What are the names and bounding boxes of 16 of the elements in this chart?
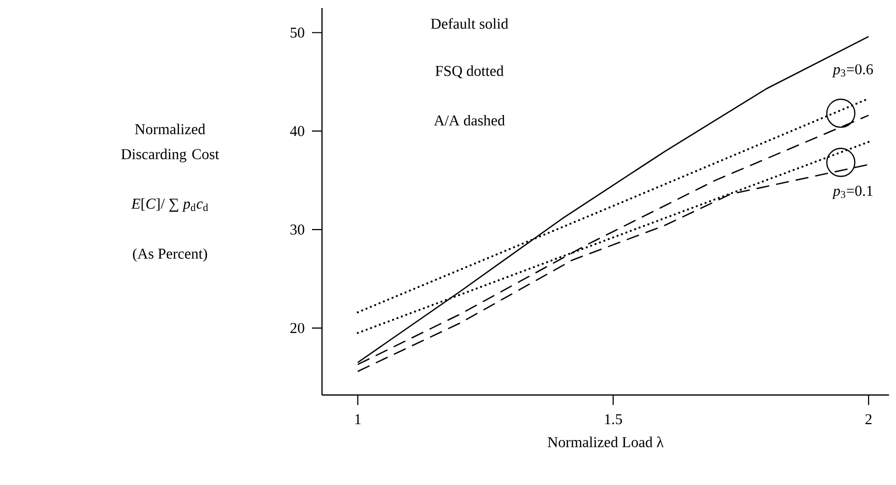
annotation: A/A dashed — [434, 114, 505, 126]
text: E[C]/ ∑ p$_{d}$c$_{d}$ — [131, 198, 208, 212]
y-tick-label: 40 — [290, 126, 304, 136]
y-tick-label: 20 — [290, 322, 304, 334]
x-axis-title: Normalized Load λ — [548, 436, 664, 448]
x-tick-label: 1.5 — [605, 414, 622, 424]
annotation: p$_{3}$=0.6 — [832, 64, 873, 78]
annotation: Default solid — [430, 18, 508, 29]
y-tick-label: 50 — [290, 28, 304, 38]
annotation: FSQ dotted — [435, 65, 504, 78]
y-tick-label: 30 — [290, 224, 304, 235]
x-tick-label: 2 — [865, 414, 872, 424]
x-tick-label: 1 — [355, 414, 361, 424]
annotation: p$_{3}$=0.1 — [832, 186, 872, 199]
y-axis-title: Normalized Discarding Cost — [121, 124, 220, 162]
text: (As Percent) — [132, 248, 208, 262]
